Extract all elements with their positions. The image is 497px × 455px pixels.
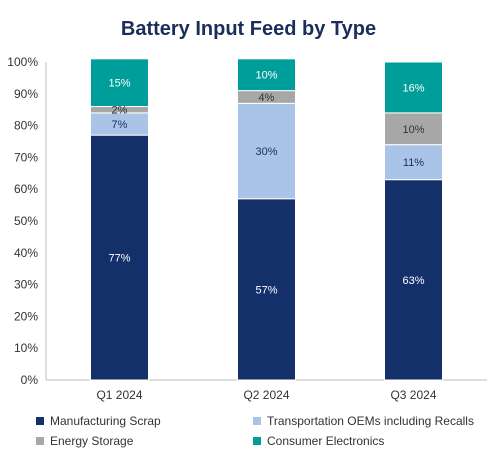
legend-label: Transportation OEMs including Recalls — [267, 414, 474, 428]
legend-item-transportation-oems[interactable]: Transportation OEMs including Recalls — [253, 414, 474, 428]
data-label: 4% — [259, 92, 275, 104]
chart-title: Battery Input Feed by Type — [120, 18, 377, 40]
data-label: 30% — [255, 146, 277, 158]
legend-swatch — [36, 417, 44, 425]
data-label: 16% — [402, 82, 424, 94]
axis-layer: 0% 10% 20% 30% 40% 50% 60% 70% 80% 90% 100% Q1 2024… — [7, 55, 487, 402]
legend-swatch — [253, 437, 261, 445]
data-label: 77% — [108, 253, 130, 265]
data-label: 7% — [112, 119, 128, 131]
data-label: 15% — [108, 78, 130, 90]
y-tick-label: 30% — [14, 278, 38, 292]
legend-item-manufacturing-scrap[interactable]: Manufacturing Scrap — [36, 414, 161, 428]
y-tick-label: 70% — [14, 150, 38, 164]
bar-segment — [237, 198, 296, 381]
data-label: 2% — [112, 105, 128, 117]
y-tick-label: 60% — [14, 182, 38, 196]
bar-segment — [384, 144, 443, 181]
legend-item-energy-storage[interactable]: Energy Storage — [36, 434, 133, 448]
legend-label: Manufacturing Scrap — [50, 414, 161, 428]
y-tick-label: 40% — [14, 246, 38, 260]
y-tick-label: 90% — [14, 87, 38, 101]
bar-segment — [384, 112, 443, 146]
data-label: 57% — [255, 284, 277, 296]
legend-swatch — [253, 417, 261, 425]
y-tick-label: 50% — [14, 214, 38, 228]
data-label: 10% — [255, 70, 277, 82]
y-tick-label: 20% — [14, 309, 38, 323]
bar-segment — [237, 58, 296, 92]
y-tick-label: 100% — [7, 55, 38, 69]
bar-segment — [237, 102, 296, 200]
bars-layer — [90, 58, 443, 381]
legend-swatch — [36, 437, 44, 445]
x-tick-label: Q3 2024 — [390, 388, 436, 402]
data-label: 63% — [402, 275, 424, 287]
bar-segment — [90, 58, 149, 108]
legend-label: Consumer Electronics — [267, 434, 385, 448]
x-tick-label: Q1 2024 — [96, 388, 142, 402]
data-labels-layer: 77% 7% 2% 15% 57% 30% 4% 10% 63% 11% 10% 16% — [108, 70, 424, 297]
data-label: 11% — [403, 157, 424, 169]
legend-item-consumer-electronics[interactable]: Consumer Electronics — [253, 434, 384, 448]
bar-segment — [90, 134, 149, 381]
legend-label: Energy Storage — [50, 434, 134, 448]
y-tick-label: 0% — [21, 373, 39, 387]
bar-segment — [384, 61, 443, 114]
y-tick-label: 10% — [14, 341, 38, 355]
x-tick-label: Q2 2024 — [243, 388, 289, 402]
y-tick-label: 80% — [14, 119, 38, 133]
data-label: 10% — [402, 124, 424, 136]
